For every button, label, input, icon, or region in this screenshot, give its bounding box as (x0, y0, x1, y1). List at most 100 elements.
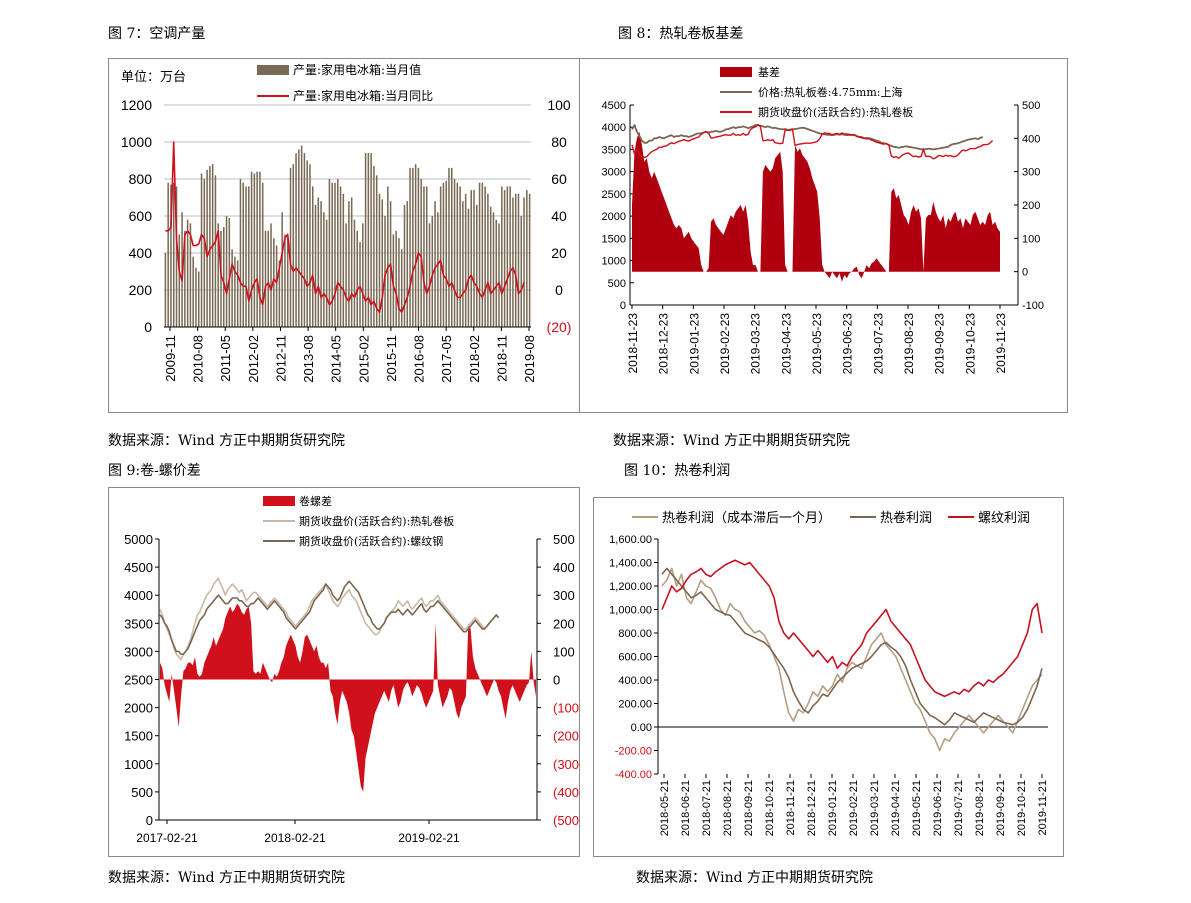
bar (223, 227, 225, 327)
y-tick-left: 3000 (602, 167, 626, 179)
bar (337, 179, 339, 327)
y-tick: 0.00 (631, 722, 652, 734)
bar (364, 153, 367, 327)
y-tick-right: 200 (553, 616, 575, 631)
bar (362, 223, 364, 327)
bar (306, 160, 308, 327)
y-tick-right: (500) (553, 813, 579, 828)
y-tick-right: (200) (553, 729, 579, 744)
bar (495, 219, 498, 327)
x-tick-label: 2017-05 (439, 335, 454, 383)
bar (428, 223, 431, 327)
y-tick-left: 2000 (602, 211, 626, 223)
bar (492, 212, 495, 327)
bar (356, 230, 358, 327)
x-tick-label: 2019-02-23 (718, 313, 732, 375)
y-tick: 200.00 (618, 699, 652, 711)
bar (309, 164, 311, 327)
bar (387, 186, 389, 327)
bar (261, 182, 264, 327)
y-tick-left: 4500 (602, 100, 626, 112)
y-tick-left: 3500 (124, 616, 153, 631)
bar (345, 223, 347, 327)
x-tick-label: 2018-08-21 (722, 780, 734, 836)
bar (228, 217, 231, 327)
bar (350, 197, 353, 327)
y-tick-left: 500 (608, 278, 626, 290)
bar (395, 230, 397, 327)
bar (367, 153, 370, 327)
chart-panel-fig8: 基差 价格:热轧板卷:4.75mm:上海 期货收盘价(活跃合约):热轧卷板 0 5… (579, 58, 1068, 413)
x-tick-label: 2018-11-21 (785, 780, 797, 835)
y-tick-left: 3500 (602, 144, 626, 156)
bar (317, 197, 320, 327)
series-line-spot (631, 124, 984, 151)
y-tick-right: 100 (547, 97, 571, 113)
bar (311, 186, 314, 327)
bar (370, 153, 372, 327)
bar (414, 164, 417, 327)
y-tick-left: 0 (144, 319, 152, 335)
x-tick-label: 2018-09-21 (743, 780, 755, 836)
plot-area-fig10: -400.00 -200.00 0.00 200.00 400.00 600.00 800.… (609, 534, 1049, 836)
bar (323, 212, 325, 327)
figure-9-caption: 图 9:卷-螺价差 (108, 463, 201, 479)
y-tick: 800.00 (618, 628, 652, 640)
chart-svg-fig7: 单位：万台 产量:家用电冰箱:当月值 产量:家用电冰箱:当月同比 0200400… (121, 62, 572, 383)
y-tick-left: 4000 (124, 588, 153, 603)
y-tick-right: 400 (553, 560, 575, 575)
y-tick: 1,400.00 (609, 558, 652, 570)
legend-label-spread: 卷螺差 (299, 494, 332, 508)
y-tick-left: 600 (129, 208, 153, 224)
source-note-fig8: 数据来源：Wind 方正中期期货研究院 (613, 433, 851, 449)
bar (320, 201, 322, 327)
bar (256, 171, 258, 327)
x-tick-label: 2013-08 (301, 335, 316, 383)
x-tick-label: 2017-02-21 (136, 831, 198, 845)
y-tick-right: 500 (1022, 100, 1040, 112)
x-tick-label: 2018-05-21 (659, 780, 671, 836)
x-tick-label: 2019-05-23 (810, 313, 824, 375)
bar (203, 179, 206, 327)
bar (509, 186, 511, 327)
source-note-fig7: 数据来源：Wind 方正中期期货研究院 (108, 433, 346, 449)
legend-label-hrc: 期货收盘价(活跃合约):热轧卷板 (299, 514, 454, 528)
bar (378, 193, 381, 327)
y-tick-left: 1000 (121, 134, 152, 150)
y-tick-left: 1500 (602, 233, 626, 245)
bar (236, 260, 239, 327)
bar (448, 167, 450, 327)
x-tick-label: 2015-02 (356, 335, 371, 383)
x-tick-label: 2018-10-21 (764, 780, 776, 836)
series-line-hrc-profit (661, 567, 1043, 726)
bar (498, 223, 500, 327)
series-line-futures (631, 124, 994, 160)
bar (184, 230, 186, 327)
bar (286, 238, 289, 327)
bar (298, 149, 300, 327)
bar (375, 175, 378, 327)
bar (209, 166, 211, 327)
bar (470, 190, 472, 327)
bar (478, 182, 481, 327)
bar (334, 182, 336, 327)
legend-label-rebar-profit: 螺纹利润 (978, 511, 1030, 526)
bar (292, 164, 295, 327)
x-tick-label: 2012-02 (246, 335, 261, 383)
x-tick-label: 2019-03-21 (869, 780, 881, 836)
source-note-fig10: 数据来源：Wind 方正中期期货研究院 (636, 870, 874, 886)
y-tick-left: 0 (146, 813, 153, 828)
bar (406, 201, 409, 327)
bar (281, 212, 283, 327)
x-tick-label: 2018-11 (494, 335, 509, 382)
bar (520, 216, 523, 327)
series-line-yoy (165, 141, 525, 313)
bar (242, 182, 244, 327)
bar (517, 193, 520, 327)
bar (200, 173, 203, 327)
y-tick-right: -100 (1022, 300, 1044, 312)
y-tick: 1,200.00 (609, 581, 652, 593)
bar (239, 179, 242, 327)
chart-panel-fig7: 单位：万台 产量:家用电冰箱:当月值 产量:家用电冰箱:当月同比 0 200 400… (108, 58, 580, 413)
bar (431, 216, 434, 327)
